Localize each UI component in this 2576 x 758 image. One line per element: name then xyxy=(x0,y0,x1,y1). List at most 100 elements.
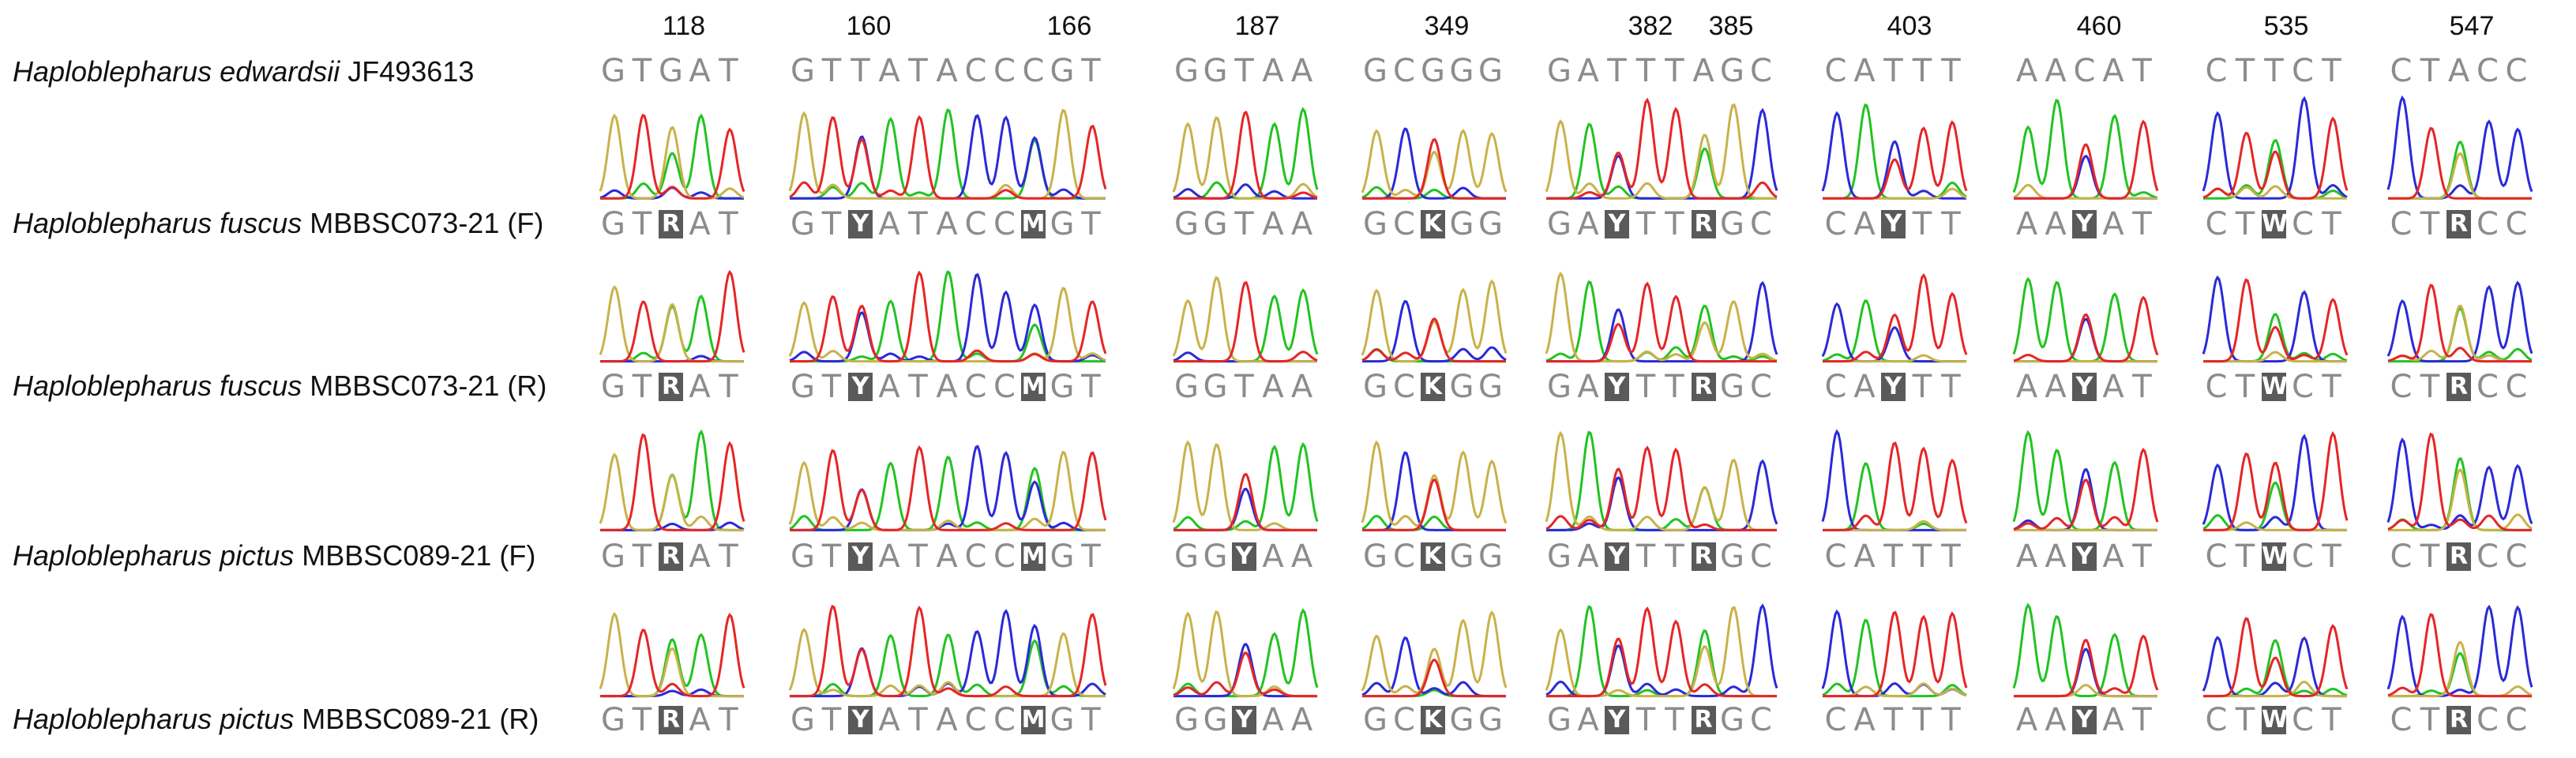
species-name: Haploblepharus fuscus xyxy=(13,207,302,239)
base-call: T xyxy=(2420,53,2440,89)
base-call: G xyxy=(1174,206,1199,242)
chromatogram-trace xyxy=(2012,430,2159,531)
base-call: T xyxy=(851,53,870,89)
base-call: G xyxy=(1547,538,1572,575)
trace-T-channel xyxy=(1823,272,1968,363)
base-call: A xyxy=(2015,206,2038,242)
base-call: A xyxy=(2015,702,2038,738)
base-call: C xyxy=(1750,702,1772,738)
ambiguous-base: R xyxy=(2446,373,2471,401)
trace-T-channel xyxy=(2013,447,2159,531)
base-call: T xyxy=(1081,702,1101,738)
trace-G-channel xyxy=(1172,276,1317,363)
chromatogram-trace xyxy=(2012,602,2159,698)
base-call: T xyxy=(821,702,842,738)
base-call: C xyxy=(2390,53,2413,89)
trace-G-channel xyxy=(1361,610,1508,694)
ambiguous-base: M xyxy=(1021,706,1046,734)
base-call: A xyxy=(1290,369,1313,405)
ambiguous-base: Y xyxy=(848,542,873,571)
trace-T-channel xyxy=(1823,441,1968,531)
trace-T-channel xyxy=(2203,278,2349,363)
base-call: T xyxy=(1883,702,1903,738)
base-call: A xyxy=(936,53,958,89)
base-call: C xyxy=(2476,538,2499,575)
base-call: A xyxy=(1853,53,1876,89)
chromatogram-trace xyxy=(2202,431,2349,531)
base-call: C xyxy=(964,53,987,89)
trace-G-channel xyxy=(1361,129,1508,197)
trace-A-channel xyxy=(1361,514,1506,531)
base-call: C xyxy=(1022,53,1045,89)
ambiguous-base: Y xyxy=(2072,542,2097,571)
base-call: T xyxy=(1081,538,1101,575)
base-call: A xyxy=(1290,53,1313,89)
trace-G-channel xyxy=(2013,183,2157,200)
chromatogram-trace xyxy=(1172,440,1319,531)
ambiguous-base: R xyxy=(1691,210,1716,238)
base-call: T xyxy=(1912,206,1932,242)
trace-T-channel xyxy=(790,604,1107,698)
base-call: T xyxy=(2420,702,2440,738)
base-call: T xyxy=(2322,206,2341,242)
base-call: G xyxy=(601,369,625,405)
sample-label: Haploblepharus edwardsii JF493613 xyxy=(13,55,474,88)
position-number-160: 160 xyxy=(846,11,892,41)
base-call: T xyxy=(1635,538,1656,575)
trace-T-channel xyxy=(1823,610,1968,698)
trace-T-channel xyxy=(1361,317,1506,363)
base-call: A xyxy=(2102,538,2124,575)
ambiguous-base: R xyxy=(659,373,683,401)
trace-G-channel xyxy=(2388,640,2533,698)
base-call: A xyxy=(1577,538,1599,575)
base-call: T xyxy=(2132,538,2152,575)
base-call: G xyxy=(1449,53,1474,89)
ambiguous-base: K xyxy=(1421,706,1445,734)
base-call: T xyxy=(1941,206,1961,242)
base-call: T xyxy=(821,206,842,242)
chromatogram-trace xyxy=(2386,95,2533,200)
base-call: T xyxy=(1234,53,1254,89)
base-call: G xyxy=(1449,702,1474,738)
base-call: C xyxy=(1393,53,1415,89)
base-call: C xyxy=(2292,369,2314,405)
base-call: A xyxy=(1290,702,1313,738)
base-call: C xyxy=(2073,53,2096,89)
base-call: G xyxy=(1174,53,1199,89)
ambiguous-base: R xyxy=(1691,706,1716,734)
base-call: A xyxy=(1290,538,1313,575)
base-call: T xyxy=(1912,538,1932,575)
base-call: G xyxy=(659,53,683,89)
base-call: C xyxy=(2205,702,2228,738)
base-call: A xyxy=(2102,206,2124,242)
base-call: T xyxy=(1912,369,1932,405)
trace-T-channel xyxy=(790,270,1107,363)
base-call: T xyxy=(1665,206,1684,242)
base-call: C xyxy=(993,702,1016,738)
trace-C-channel xyxy=(2386,437,2533,531)
base-call: C xyxy=(2390,702,2413,738)
trace-A-channel xyxy=(1173,441,1319,531)
base-call: A xyxy=(2015,53,2038,89)
trace-G-channel xyxy=(788,450,1106,531)
base-call: A xyxy=(936,206,958,242)
base-call: C xyxy=(993,369,1016,405)
base-call: T xyxy=(2420,369,2440,405)
trace-G-channel xyxy=(599,285,744,363)
base-call: T xyxy=(2132,206,2152,242)
base-call: A xyxy=(689,538,711,575)
base-call: G xyxy=(1203,702,1228,738)
base-call: T xyxy=(2420,206,2440,242)
base-call: G xyxy=(1478,206,1503,242)
ambiguous-base: K xyxy=(1421,373,1445,401)
base-call: G xyxy=(1203,369,1228,405)
base-call: A xyxy=(689,702,711,738)
chromatogram-trace xyxy=(2386,432,2533,531)
chromatogram-trace xyxy=(1545,271,1778,363)
base-call: T xyxy=(2322,53,2341,89)
